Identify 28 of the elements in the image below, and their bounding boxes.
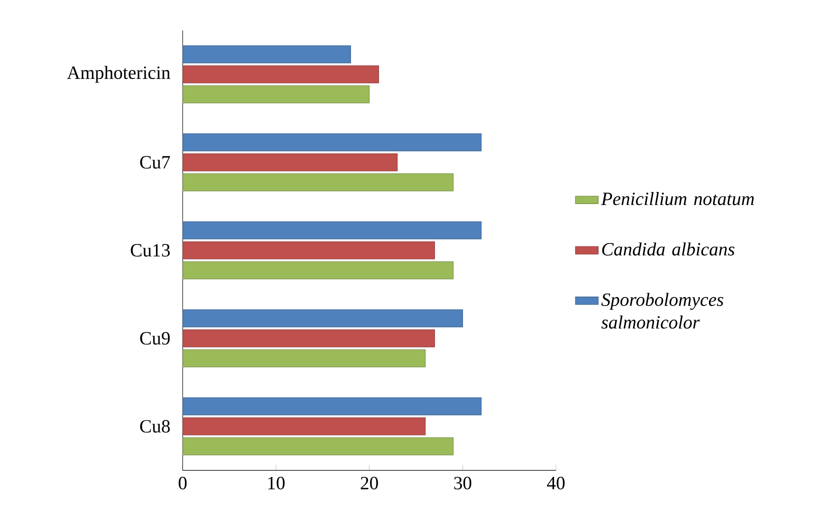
bar bbox=[182, 133, 482, 152]
bar bbox=[182, 45, 351, 64]
y-tick-label: Cu7 bbox=[140, 156, 170, 169]
x-tick-label: 20 bbox=[360, 476, 378, 490]
bar bbox=[182, 329, 435, 348]
bar bbox=[182, 349, 426, 368]
x-tick-label: 0 bbox=[178, 476, 187, 490]
y-tick-label: Cu13 bbox=[130, 244, 170, 257]
bar bbox=[182, 241, 435, 260]
bar bbox=[182, 417, 426, 436]
bar bbox=[182, 261, 454, 280]
bar bbox=[182, 309, 463, 328]
x-tick-label: 10 bbox=[268, 476, 285, 490]
x-tick-label: 30 bbox=[454, 476, 472, 490]
y-tick-label: Cu9 bbox=[140, 332, 170, 345]
bar bbox=[182, 65, 379, 84]
y-tick-label: Cu8 bbox=[140, 420, 170, 433]
bar bbox=[182, 85, 370, 104]
y-tick-label: Amphotericin bbox=[67, 66, 170, 83]
legend-label: Candida albicans bbox=[602, 242, 734, 256]
legend-label: Penicillium notatum bbox=[601, 192, 754, 206]
legend-label: Sporobolomyces salmonicolor bbox=[601, 292, 724, 329]
bar bbox=[182, 221, 482, 240]
bar bbox=[182, 397, 482, 416]
x-tick-label: 40 bbox=[547, 476, 565, 490]
bar bbox=[182, 173, 454, 192]
bar bbox=[182, 153, 398, 172]
bar bbox=[182, 437, 454, 456]
